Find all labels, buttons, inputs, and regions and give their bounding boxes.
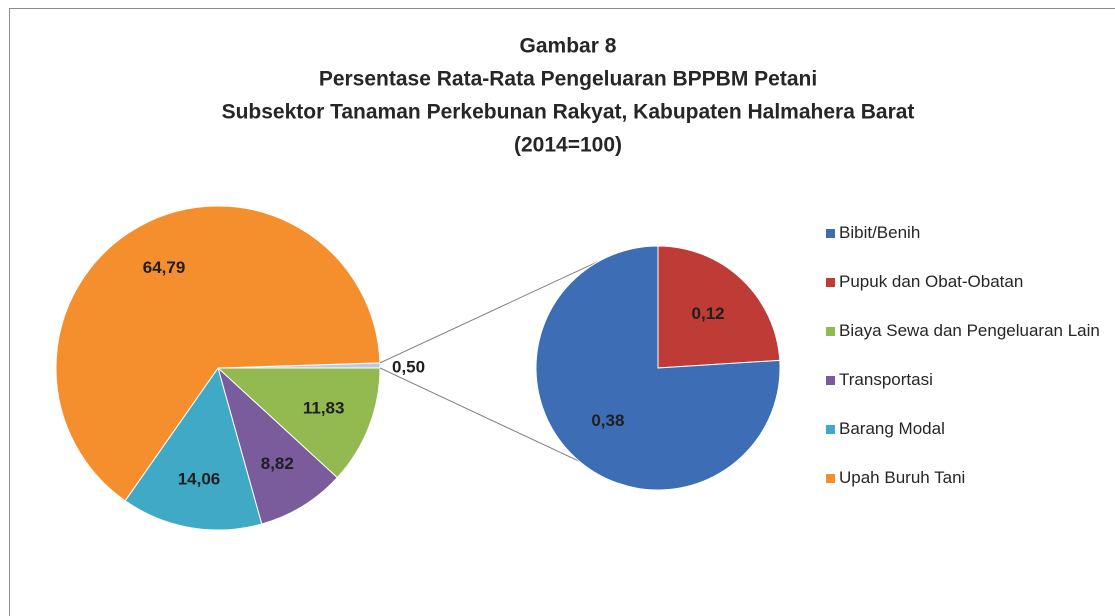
data-label: 0,12 xyxy=(692,304,725,323)
legend-swatch xyxy=(826,376,835,385)
legend-label: Biaya Sewa dan Pengeluaran Lain xyxy=(839,321,1100,340)
chart-title: Persentase Rata-Rata Pengeluaran BPPBM P… xyxy=(319,68,817,91)
legend-label: Bibit/Benih xyxy=(839,223,921,242)
legend-label: Transportasi xyxy=(839,370,933,389)
legend: Bibit/Benih Pupuk dan Obat-Obatan Biaya Se… xyxy=(826,222,1111,516)
chart-title: Gambar 8 xyxy=(520,35,617,58)
pie-slice xyxy=(217,366,338,525)
legend-label: Upah Buruh Tani xyxy=(839,468,966,487)
pie-slice xyxy=(124,366,263,531)
legend-item: Barang Modal xyxy=(826,418,1111,440)
data-label: 11,83 xyxy=(303,399,345,418)
legend-swatch xyxy=(826,229,835,238)
pie-slice xyxy=(657,245,781,369)
legend-item: Bibit/Benih xyxy=(826,222,1111,244)
connector-line xyxy=(379,259,601,364)
data-label: 0,38 xyxy=(591,411,624,430)
legend-swatch xyxy=(826,327,835,336)
data-label: 0,50 xyxy=(392,357,425,376)
legend-item: Upah Buruh Tani xyxy=(826,467,1111,489)
chart-border xyxy=(9,8,1115,616)
chart-title: Subsektor Tanaman Perkebunan Rakyat, Kab… xyxy=(222,101,915,124)
data-label: 14,06 xyxy=(178,469,221,488)
legend-swatch xyxy=(826,425,835,434)
legend-swatch xyxy=(826,278,835,287)
data-label: 8,82 xyxy=(261,454,294,473)
legend-label: Barang Modal xyxy=(839,419,945,438)
legend-swatch xyxy=(826,474,835,483)
chart-title: (2014=100) xyxy=(514,134,622,157)
pie-slice xyxy=(55,205,381,502)
pie-slice xyxy=(535,245,781,491)
pie-slice xyxy=(216,367,381,479)
connector-line xyxy=(379,367,580,462)
legend-item: Pupuk dan Obat-Obatan xyxy=(826,271,1111,293)
legend-label: Pupuk dan Obat-Obatan xyxy=(839,272,1024,291)
data-label: 64,79 xyxy=(143,258,186,277)
legend-item: Biaya Sewa dan Pengeluaran Lain xyxy=(826,320,1111,342)
legend-item: Transportasi xyxy=(826,369,1111,391)
